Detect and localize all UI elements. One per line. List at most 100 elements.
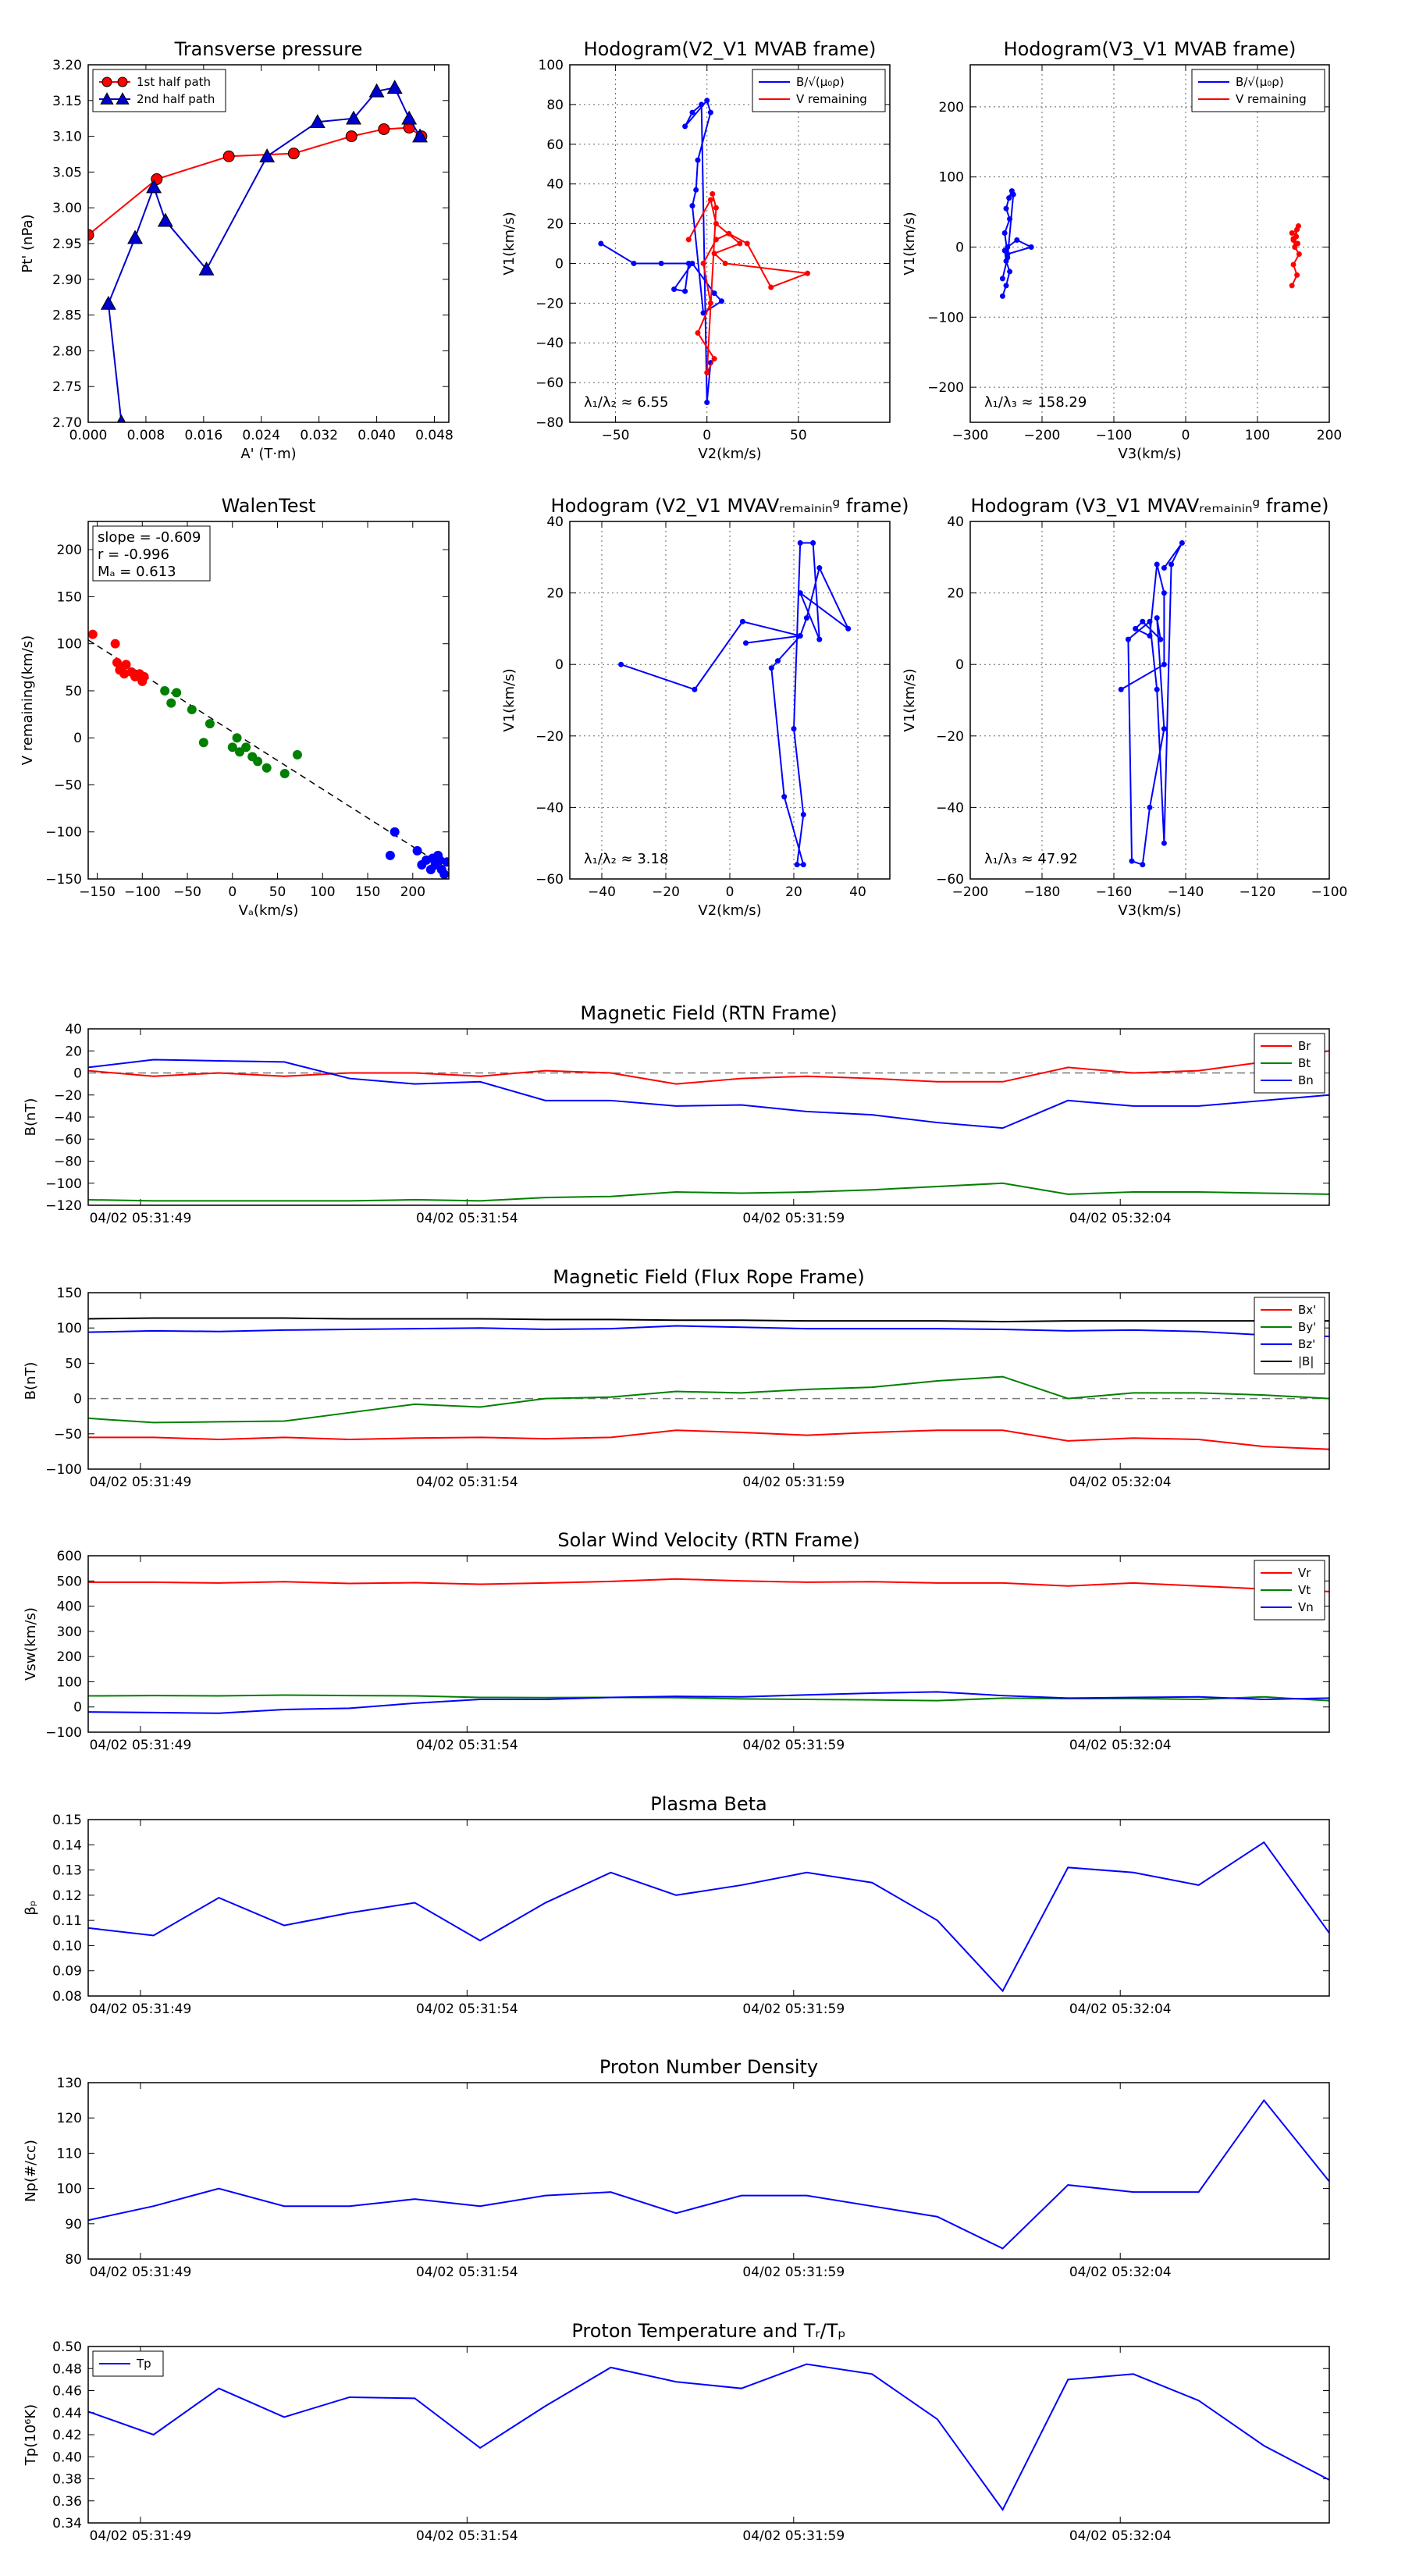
data-point [1147, 633, 1153, 639]
data-point [121, 660, 131, 670]
y-tick-label: −40 [54, 1110, 82, 1126]
data-point [110, 639, 120, 649]
data-point [693, 187, 699, 193]
legend-box [92, 69, 226, 112]
x-tick-label: 04/02 05:31:59 [742, 1211, 845, 1226]
data-point [689, 260, 695, 266]
y-axis-label: B(nT) [23, 1362, 39, 1400]
y-tick-label: −100 [927, 310, 964, 326]
y-tick-label: 150 [57, 589, 82, 605]
data-point [439, 869, 449, 879]
data-point [116, 414, 126, 422]
chart-title: Plasma Beta [650, 1793, 767, 1815]
data-point [689, 109, 695, 116]
data-layer [88, 1317, 1329, 1450]
data-point [261, 763, 272, 773]
data-point [412, 128, 428, 143]
x-tick-label: 04/02 05:32:04 [1069, 1738, 1172, 1753]
x-tick-label: −120 [1240, 884, 1276, 900]
y-tick-label: 0.11 [52, 1913, 82, 1929]
data-point [700, 260, 706, 266]
data-point [198, 261, 215, 276]
y-tick-label: 200 [939, 100, 964, 116]
data-point [1006, 195, 1012, 201]
x-tick-label: 0 [726, 884, 735, 900]
data-point [797, 539, 803, 546]
y-tick-label: 2.85 [52, 308, 82, 324]
y-tick-label: 3.15 [52, 94, 82, 109]
data-point [292, 749, 302, 760]
data-point [435, 855, 445, 865]
y-tick-label: 2.80 [52, 343, 82, 359]
y-tick-label: 0.50 [52, 2339, 82, 2355]
data-point [797, 590, 803, 596]
data-point [368, 83, 385, 98]
data-point [100, 295, 116, 310]
data-point [658, 260, 664, 266]
data-point [127, 229, 144, 244]
data-point [1147, 804, 1153, 810]
x-tick-label: 100 [310, 884, 335, 900]
y-tick-label: 0.36 [52, 2494, 82, 2510]
y-tick-label: 3.10 [52, 130, 82, 145]
axes-frame [87, 521, 450, 880]
series-line [88, 1691, 1329, 1714]
panel-mag_fr: 04/02 05:31:49 04/02 05:31:54 04/02 05:31:… [23, 1266, 1330, 1490]
y-tick-label: 100 [57, 2182, 82, 2197]
y-tick-label: −20 [936, 729, 964, 745]
x-tick-label: −200 [952, 884, 989, 900]
data-point [803, 615, 809, 621]
data-point [695, 157, 701, 163]
y-tick-label: 300 [57, 1624, 82, 1640]
y-tick-label: −200 [927, 380, 964, 396]
series-line [88, 1050, 1329, 1085]
y-tick-label: −50 [54, 777, 82, 793]
chart-title: Proton Number Density [599, 2056, 818, 2078]
data-point [718, 298, 724, 304]
data-point [1161, 661, 1167, 667]
y-tick-label: 40 [947, 514, 964, 530]
data-point [1289, 230, 1295, 237]
y-axis-label: V1(km/s) [501, 668, 518, 731]
y-tick-label: 0.13 [52, 1863, 82, 1879]
axes-frame [87, 2082, 1330, 2260]
panel-h1: −50 0 50 −80 −60 −40 −20 0 20 40 60 80 100 Hodogram(V… [501, 38, 891, 462]
data-point [345, 130, 357, 143]
y-tick-label: 80 [546, 98, 564, 113]
stats-line: slope = -0.609 [98, 529, 201, 546]
y-tick-label: −80 [54, 1155, 82, 1170]
y-tick-label: −40 [535, 800, 564, 816]
y-axis-label: Vsw(km/s) [23, 1607, 39, 1681]
y-axis-label: V1(km/s) [902, 212, 918, 275]
y-tick-label: 60 [546, 137, 564, 153]
x-tick-label: 200 [1317, 428, 1342, 443]
panel-tp_temp: 04/02 05:31:49 04/02 05:31:54 04/02 05:31:… [23, 2320, 1330, 2544]
legend-label: Bx' [1298, 1303, 1316, 1317]
stats-line: Mₐ = 0.613 [98, 564, 176, 580]
data-point [1003, 283, 1009, 289]
data-point [618, 661, 624, 667]
x-tick-label: −150 [79, 884, 116, 900]
legend-marker [117, 76, 128, 87]
data-point [692, 686, 698, 692]
data-point [800, 812, 806, 818]
legend-label: B/√(μ₀ρ) [1236, 75, 1284, 89]
data-point [768, 284, 774, 290]
data-point [713, 237, 719, 243]
x-tick-label: 04/02 05:32:04 [1069, 2001, 1172, 2017]
data-point [695, 330, 701, 336]
plot-area [970, 65, 1329, 422]
x-tick-label: 04/02 05:31:54 [416, 1211, 518, 1226]
data-point [711, 290, 717, 297]
data-point [386, 80, 403, 94]
y-tick-label: −20 [535, 729, 564, 745]
y-tick-label: 0.38 [52, 2472, 82, 2488]
data-point [1118, 686, 1124, 692]
x-tick-label: 40 [849, 884, 866, 900]
data-point [722, 260, 728, 266]
y-tick-label: 2.75 [52, 379, 82, 395]
chart-title: Magnetic Field (Flux Rope Frame) [553, 1266, 864, 1288]
data-point [1001, 230, 1008, 237]
y-axis-label: Np(#/cc) [23, 2140, 39, 2202]
y-axis-label: B(nT) [23, 1098, 39, 1137]
